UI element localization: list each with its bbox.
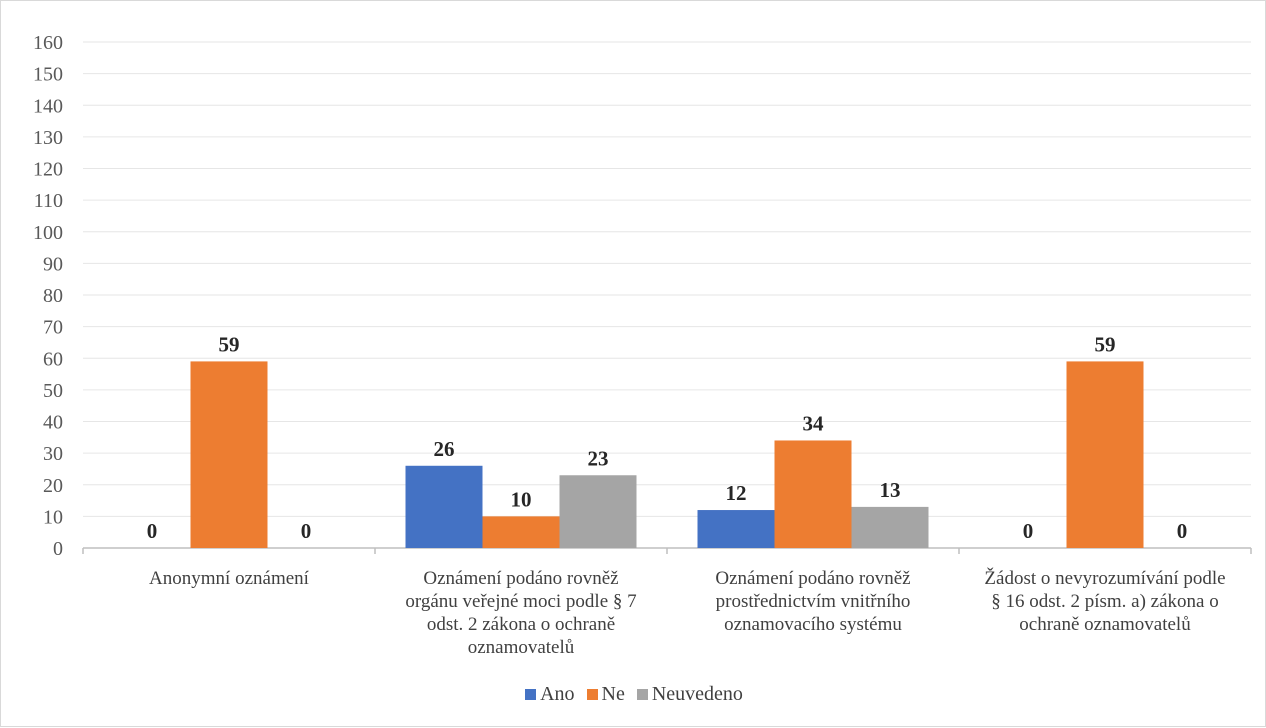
y-tick-label: 90 — [43, 253, 63, 275]
y-tick-label: 70 — [43, 317, 63, 339]
y-tick-label: 80 — [43, 285, 63, 307]
data-label: 0 — [301, 519, 312, 543]
category-label: oznamovatelů — [468, 637, 575, 658]
legend-swatch — [586, 689, 598, 700]
category-label: odst. 2 zákona o ochraně — [427, 614, 615, 635]
legend-swatch — [636, 689, 648, 700]
bar — [190, 361, 268, 548]
y-tick-label: 60 — [43, 348, 63, 370]
category-label: oznamovacího systému — [724, 614, 902, 635]
y-tick-label: 100 — [33, 222, 63, 244]
y-tick-label: 40 — [43, 412, 63, 434]
legend-entry: Neuvedeno — [636, 683, 743, 706]
data-label: 0 — [147, 519, 158, 543]
data-label: 59 — [1095, 332, 1116, 356]
category-label: Oznámení podáno rovněž — [423, 568, 618, 589]
category-label: ochraně oznamovatelů — [1019, 614, 1191, 635]
y-tick-label: 160 — [33, 32, 63, 54]
y-tick-label: 140 — [33, 95, 63, 117]
y-tick-label: 0 — [53, 538, 63, 560]
legend-label: Ne — [601, 683, 625, 705]
category-label: orgánu veřejné moci podle § 7 — [405, 591, 636, 612]
legend-label: Neuvedeno — [651, 683, 743, 705]
data-label: 23 — [588, 446, 609, 470]
category-label: Oznámení podáno rovněž — [715, 568, 910, 589]
y-tick-label: 30 — [43, 443, 63, 465]
bar — [774, 440, 852, 548]
y-tick-label: 130 — [33, 127, 63, 149]
category-label: Žádost o nevyrozumívání podle — [984, 567, 1225, 589]
y-tick-label: 120 — [33, 159, 63, 181]
data-label: 10 — [511, 487, 532, 511]
y-tick-label: 10 — [43, 506, 63, 528]
bar — [851, 506, 929, 548]
legend-entry: Ano — [525, 683, 575, 706]
data-label: 26 — [434, 437, 455, 461]
data-label: 0 — [1177, 519, 1188, 543]
data-label: 59 — [219, 332, 240, 356]
y-tick-label: 150 — [33, 64, 63, 86]
legend-label: Ano — [540, 683, 575, 705]
category-label: Anonymní oznámení — [149, 568, 310, 589]
y-tick-label: 110 — [34, 190, 63, 212]
bar — [482, 516, 560, 548]
bar — [697, 510, 775, 548]
data-label: 13 — [880, 478, 901, 502]
category-label: prostřednictvím vnitřního — [716, 591, 911, 612]
category-label: § 16 odst. 2 písm. a) zákona o — [991, 591, 1218, 612]
legend-swatch — [525, 689, 537, 700]
y-tick-label: 20 — [43, 475, 63, 497]
bar — [405, 465, 483, 548]
bar — [1066, 361, 1144, 548]
bar — [559, 475, 637, 548]
legend: Ano Ne Neuvedeno — [1, 683, 1266, 706]
y-tick-label: 50 — [43, 380, 63, 402]
data-label: 0 — [1023, 519, 1034, 543]
data-label: 12 — [726, 481, 747, 505]
data-label: 34 — [803, 411, 825, 435]
legend-entry: Ne — [586, 683, 625, 706]
